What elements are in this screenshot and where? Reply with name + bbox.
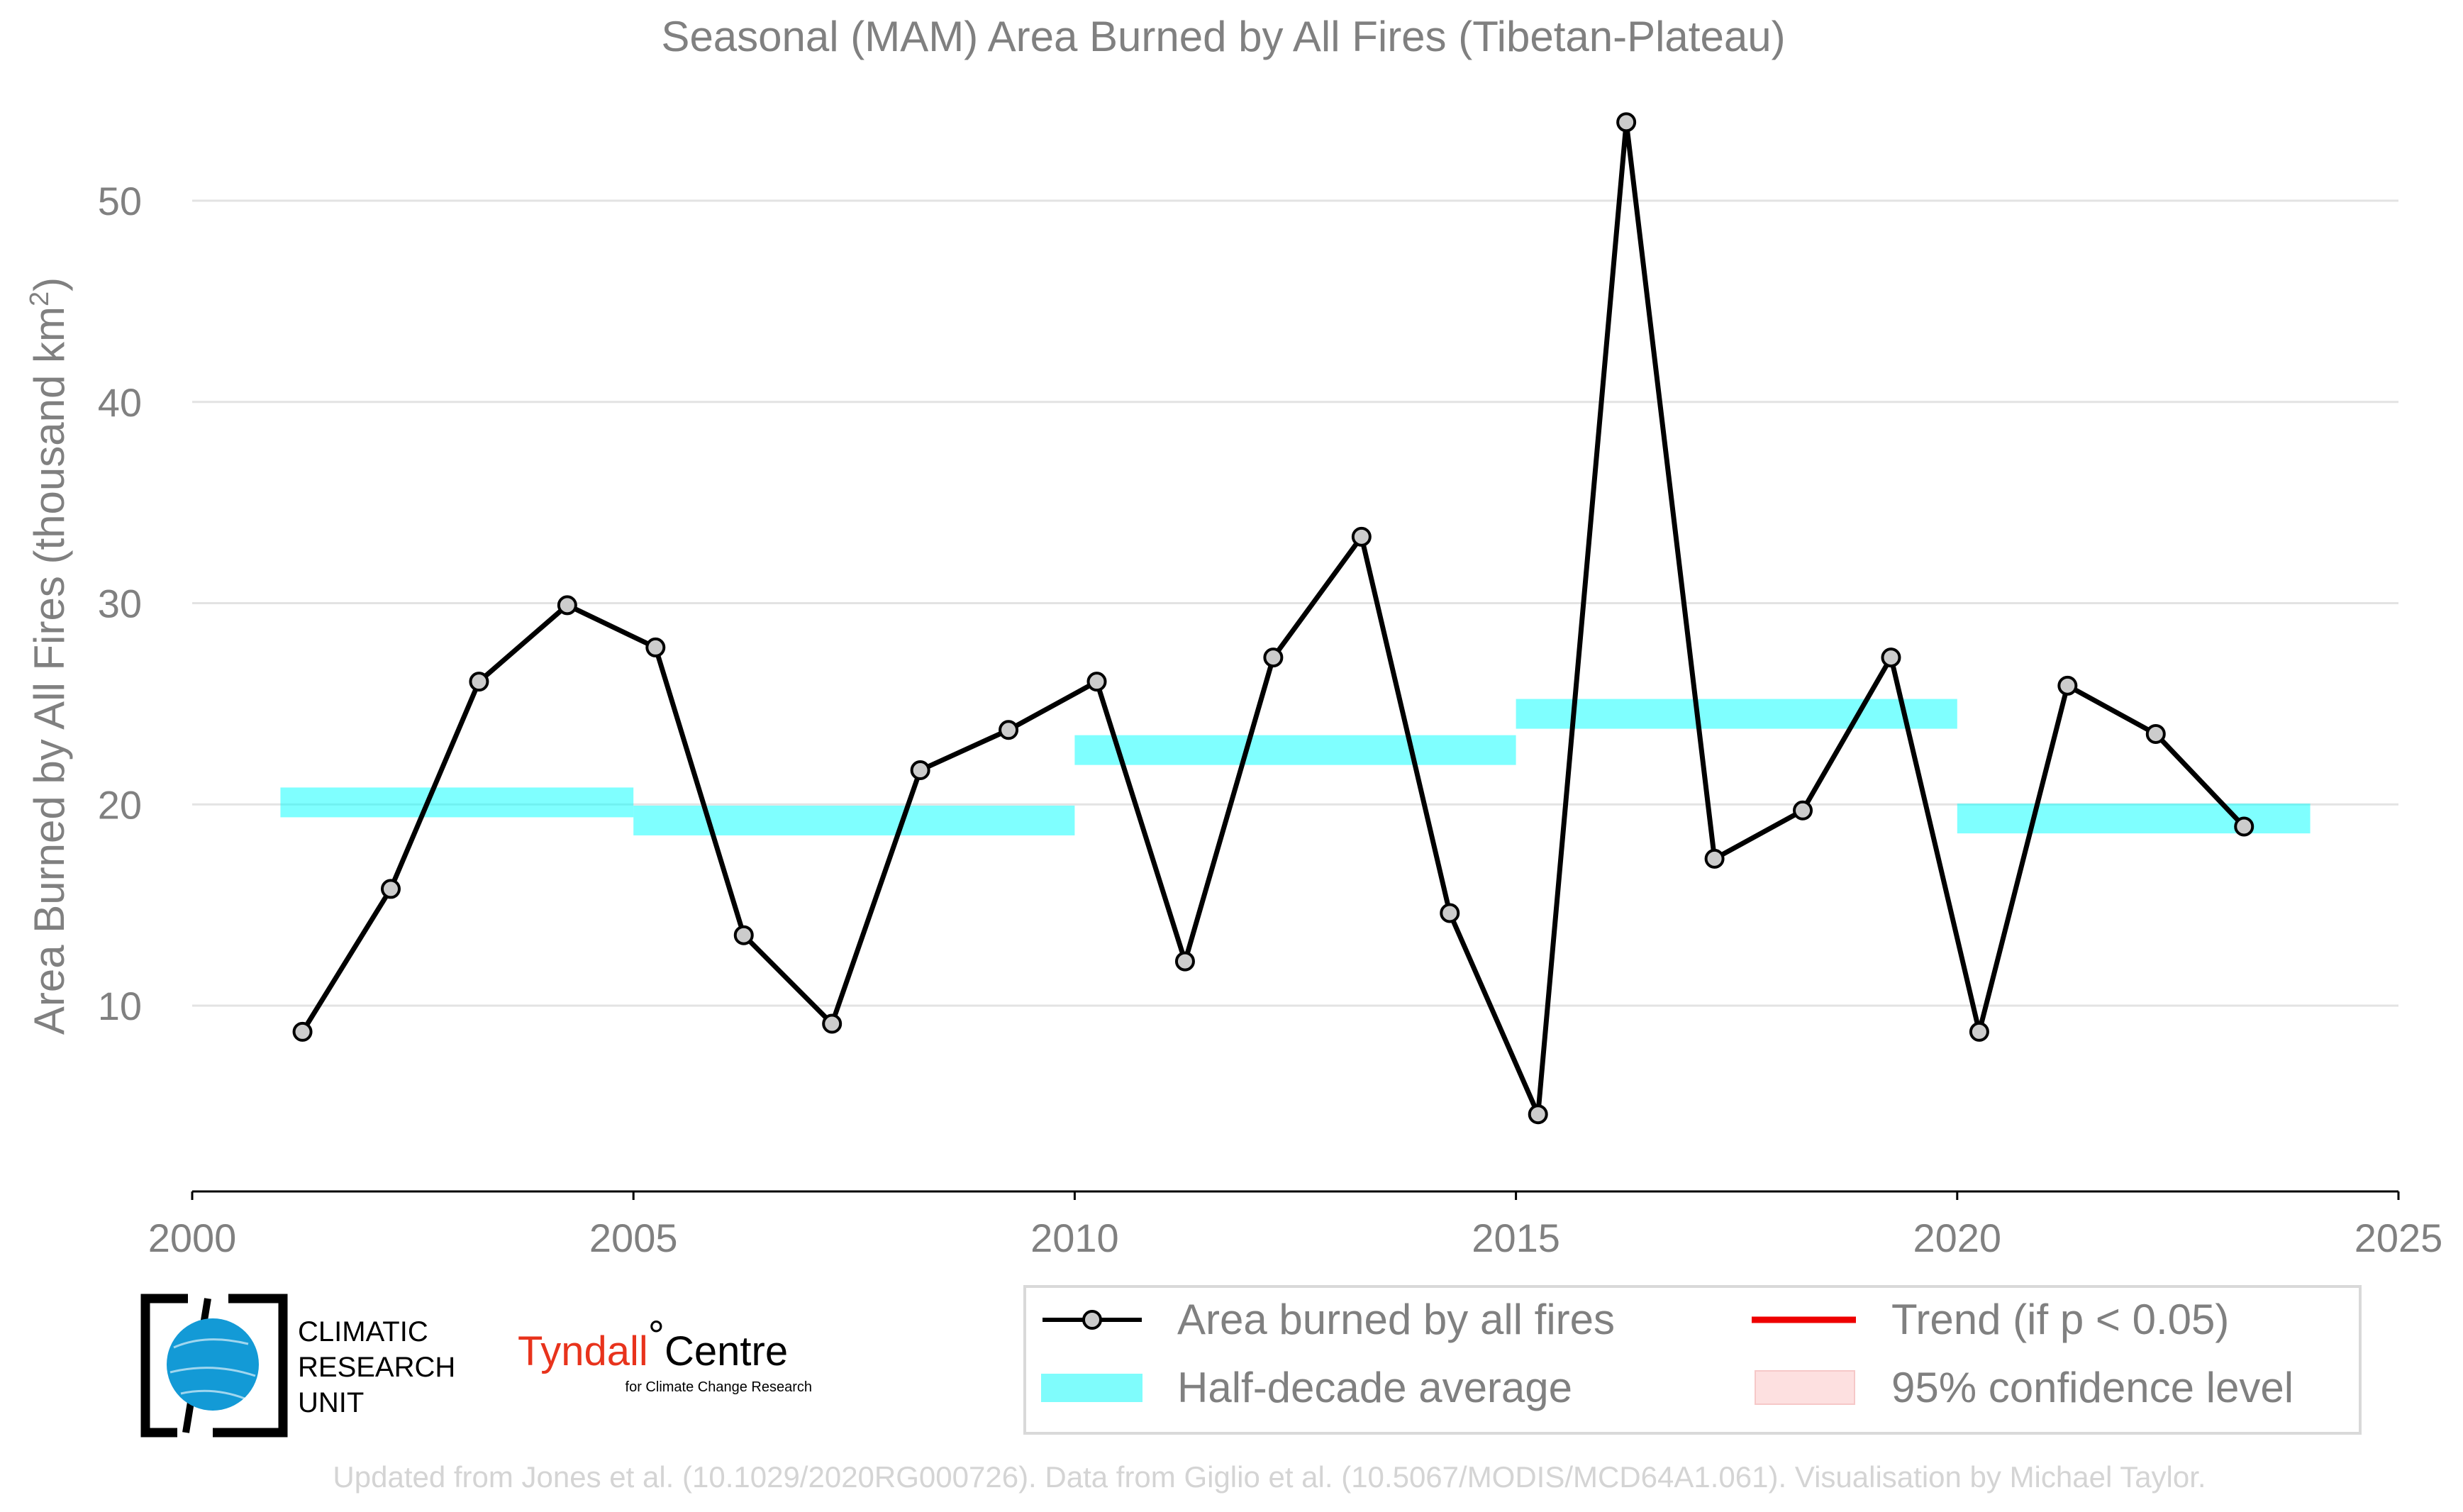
data-point [999,720,1019,740]
credits-footer: Updated from Jones et al. (10.1029/2020R… [333,1460,2206,1494]
legend-label-confidence: 95% confidence level [1891,1364,2294,1411]
y-axis-label-main: Area Burned by All Fires (thousand km [26,306,73,1035]
legend: Area burned by all fires Trend (if p < 0… [1023,1285,2362,1435]
tyndall-logo-main: Tyndall [518,1328,648,1374]
data-point [557,595,577,616]
legend-label-area-burned: Area burned by all fires [1177,1296,1615,1343]
data-point [1174,951,1195,972]
data-point [1881,647,1901,668]
legend-confidence-swatch [1755,1370,1855,1405]
data-point [1528,1104,1548,1125]
tyndall-logo-text: Tyndall°Centre [518,1313,788,1374]
tyndall-logo-subtitle: for Climate Change Research [626,1379,812,1395]
series-line-layer [300,119,2246,1117]
series-line [300,119,2246,1117]
data-point [822,1013,843,1034]
data-point [292,1021,313,1042]
grid-lines [192,199,2398,1007]
legend-label-half-decade: Half-decade average [1177,1364,1572,1411]
x-tick-label: 2025 [2354,1216,2443,1260]
half-decade-bar [1516,699,1957,729]
data-point [2145,723,2166,744]
tyndall-logo-centre: Centre [665,1328,788,1374]
globe-lines [169,1338,256,1400]
data-point [910,760,930,781]
y-axis-label-end: ) [26,277,73,291]
data-point [1263,647,1284,668]
y-tick-label: 30 [98,582,142,626]
cru-logo-text-1: CLIMATIC [298,1316,428,1347]
x-tick-label: 2005 [589,1216,678,1260]
y-tick-label: 20 [98,782,142,827]
data-point [1351,526,1372,547]
y-axis-label: Area Burned by All Fires (thousand km2) [25,277,73,1035]
x-axis: 2000 2005 2010 2015 2020 2025 [148,1190,2443,1260]
y-tick-label: 40 [98,380,142,425]
data-point [1086,672,1107,692]
legend-band-swatch [1041,1374,1142,1402]
x-tick-label: 2010 [1030,1216,1119,1260]
data-point [1704,848,1725,869]
x-tick-label: 2020 [1913,1216,2002,1260]
data-point [380,879,401,899]
data-point [2057,675,2078,696]
data-point [2234,816,2254,837]
x-tick-label: 2000 [148,1216,237,1260]
data-point [469,672,489,692]
y-tick-label: 10 [98,984,142,1028]
tyndall-logo: Tyndall°Centre for Climate Change Resear… [518,1313,812,1395]
tyndall-logo-degree: ° [648,1313,665,1359]
y-axis-label-sup: 2 [25,291,55,306]
cru-logo-frame [140,1294,288,1438]
legend-label-trend: Trend (if p < 0.05) [1891,1296,2229,1343]
data-point [645,637,666,657]
half-decade-bands [280,699,2311,835]
half-decade-bar [1957,804,2311,834]
globe-icon [167,1318,259,1411]
data-point [733,925,754,945]
cru-logo: CLIMATIC RESEARCH UNIT [140,1294,455,1438]
data-point [1616,112,1637,133]
half-decade-bar [280,787,634,818]
series-markers [292,112,2254,1125]
y-tick-labels: 10 20 30 40 50 [98,179,142,1028]
half-decade-bar [633,805,1075,835]
data-point [1969,1021,1989,1042]
chart-title: Seasonal (MAM) Area Burned by All Fires … [661,13,1785,60]
data-point [1793,800,1813,821]
half-decade-bar [1074,735,1516,765]
legend-marker-swatch [1082,1310,1102,1330]
x-tick-label: 2015 [1472,1216,1560,1260]
legend-frame [1023,1285,2362,1435]
cru-logo-text-2: RESEARCH [298,1352,455,1383]
data-point [1440,903,1460,923]
cru-logo-text-3: UNIT [298,1387,364,1418]
y-tick-label: 50 [98,179,142,223]
